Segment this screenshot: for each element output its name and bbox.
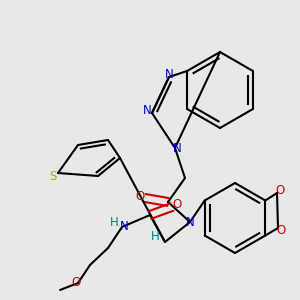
Text: N: N [165,68,173,80]
Text: H: H [151,230,159,244]
Text: S: S [49,169,57,182]
Text: O: O [71,277,81,290]
Text: O: O [276,224,286,238]
Text: N: N [142,104,152,118]
Text: N: N [172,142,182,154]
Text: H: H [110,215,118,229]
Text: N: N [186,215,194,229]
Text: O: O [275,184,285,196]
Text: O: O [172,197,182,211]
Text: O: O [135,190,145,202]
Text: N: N [120,220,128,233]
